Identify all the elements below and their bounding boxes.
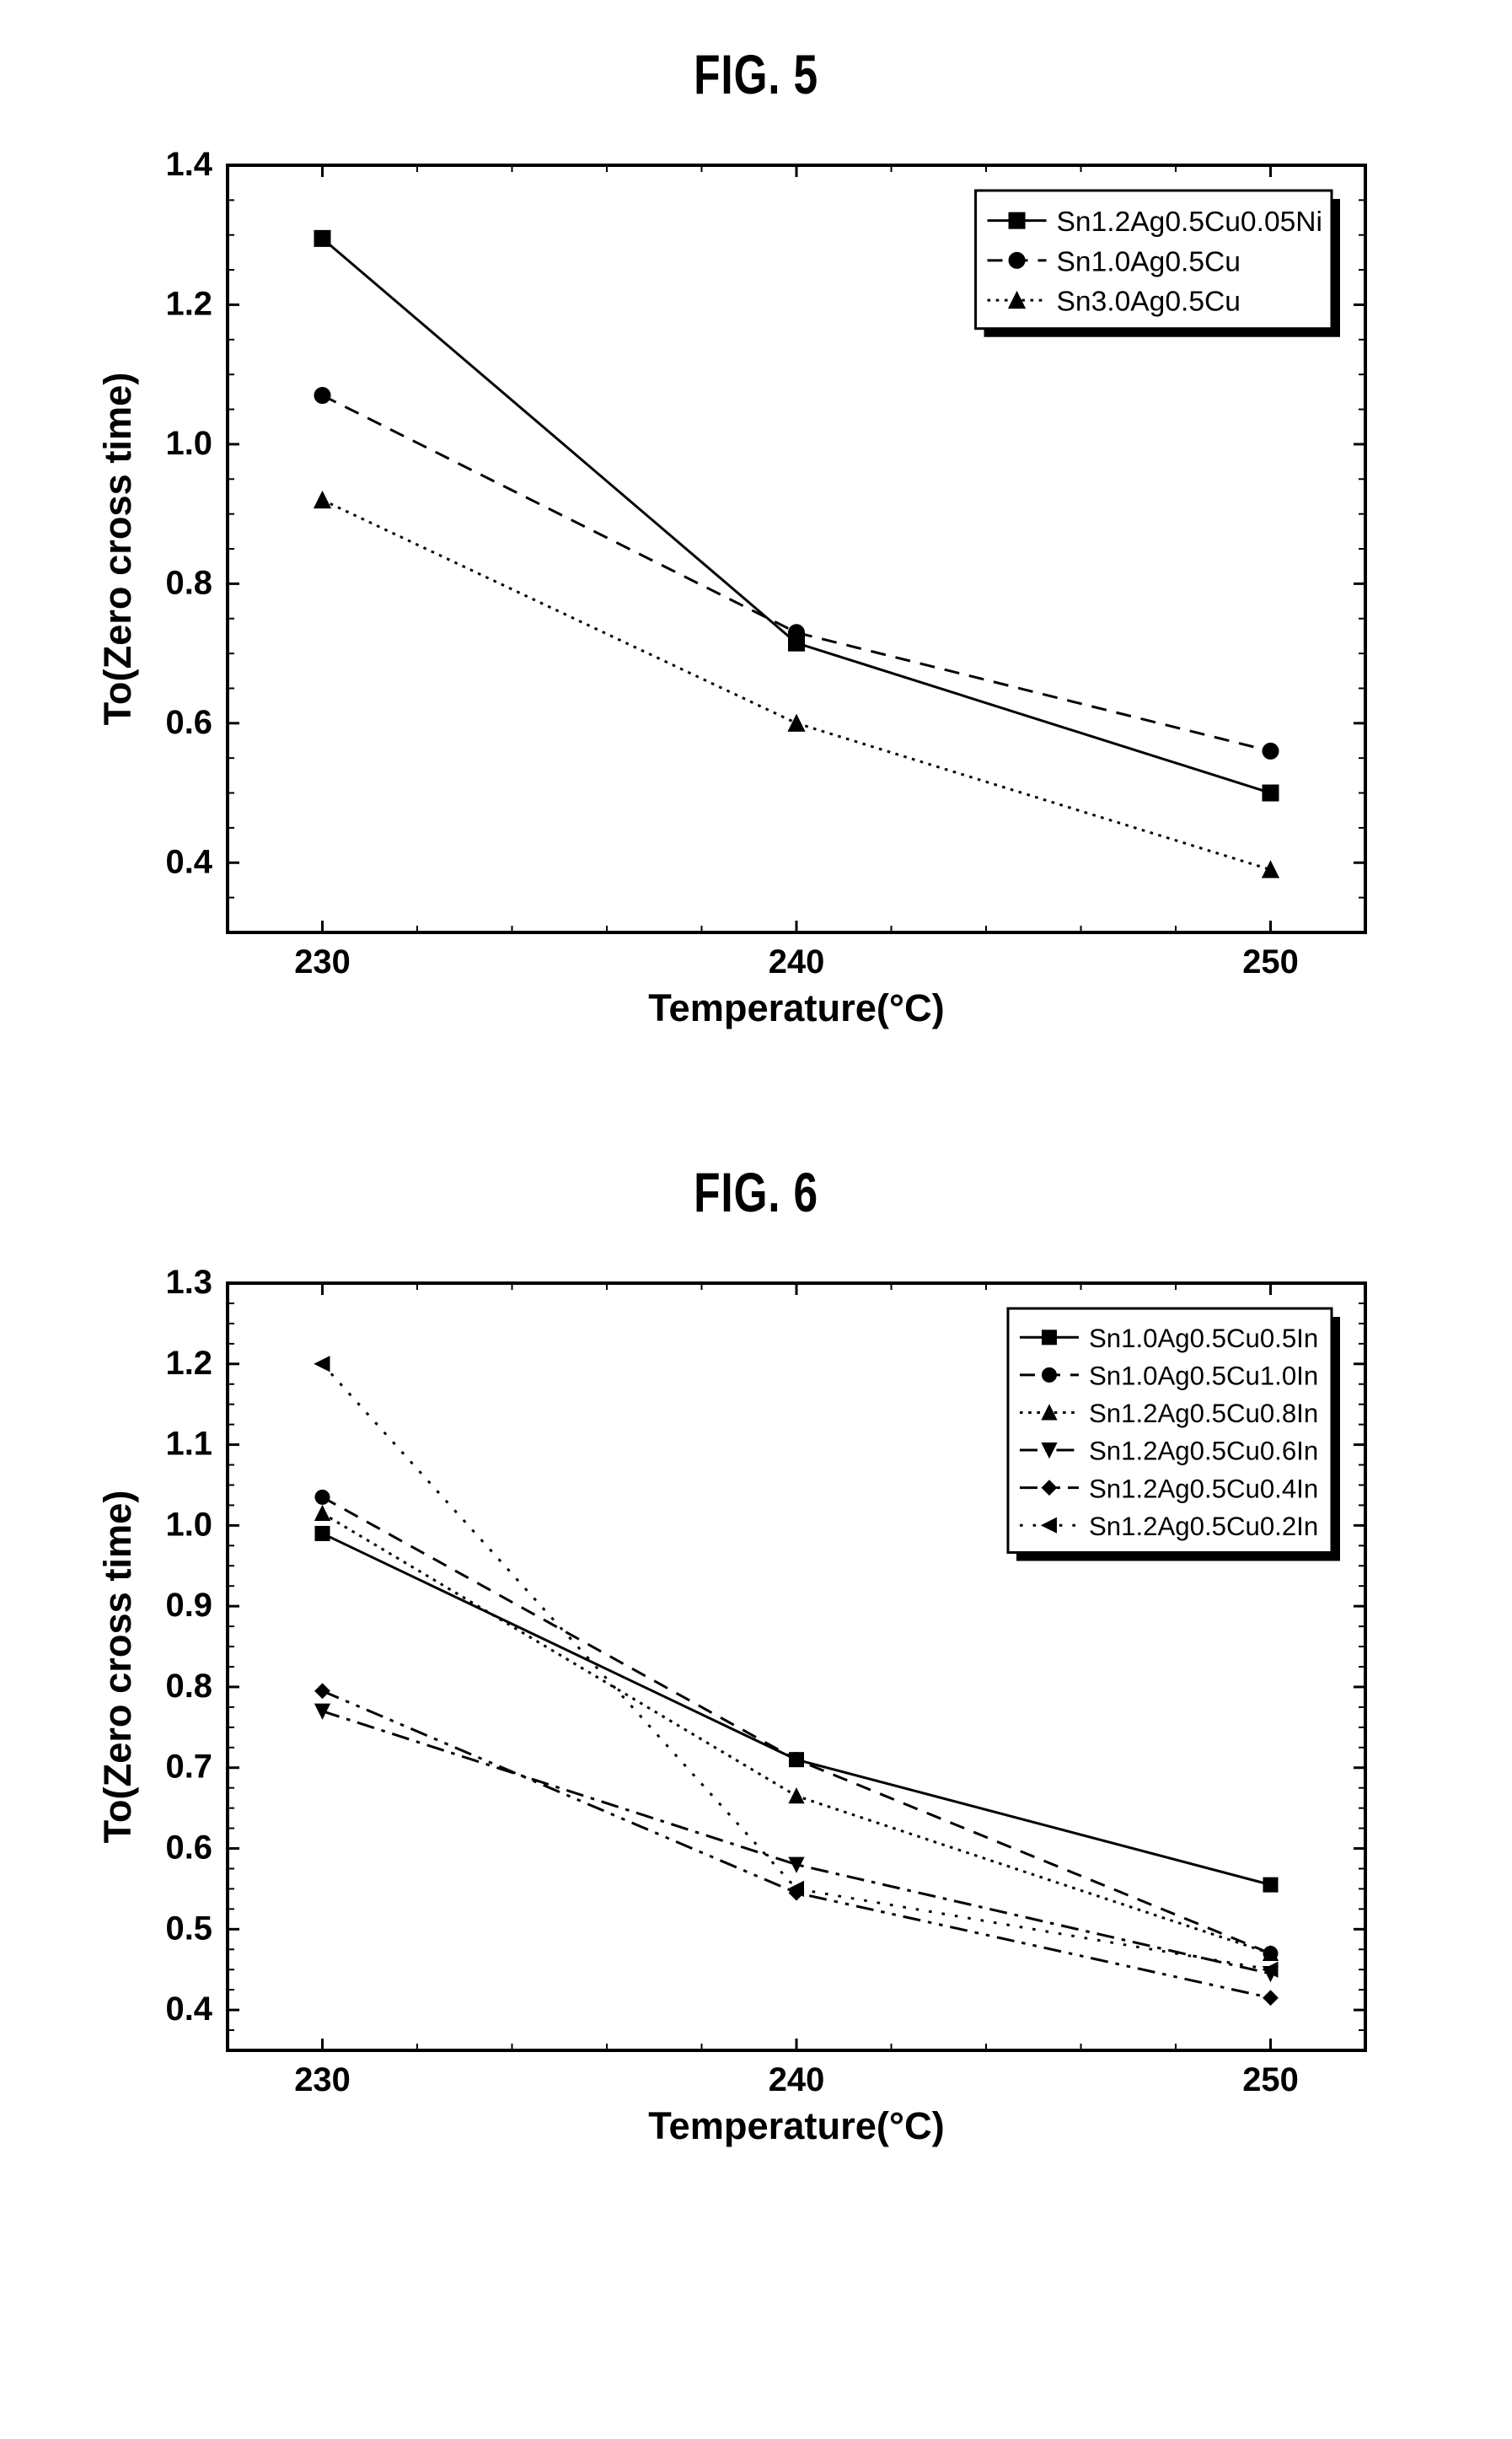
- legend-item-label: Sn1.0Ag0.5Cu: [1057, 246, 1241, 277]
- legend-item-label: Sn1.0Ag0.5Cu1.0In: [1089, 1362, 1318, 1391]
- svg-text:250: 250: [1242, 2061, 1299, 2098]
- svg-text:1.2: 1.2: [166, 1345, 212, 1382]
- svg-text:1.0: 1.0: [166, 1506, 212, 1543]
- series-marker: [790, 1753, 803, 1766]
- svg-text:Temperature(°C): Temperature(°C): [648, 986, 944, 1029]
- svg-text:0.4: 0.4: [166, 1990, 212, 2028]
- series-marker: [1263, 744, 1279, 759]
- series-marker: [789, 625, 804, 640]
- legend-item-label: Sn1.2Ag0.5Cu0.2In: [1089, 1512, 1318, 1541]
- svg-text:230: 230: [294, 943, 351, 980]
- fig5-title: FIG. 5: [232, 42, 1279, 106]
- svg-text:To(Zero cross time): To(Zero cross time): [96, 373, 139, 726]
- fig6-title: FIG. 6: [232, 1160, 1279, 1224]
- series-marker: [315, 388, 330, 403]
- svg-text:1.0: 1.0: [166, 425, 212, 462]
- chart-svg: 0.4 0.5 0.6 0.7 0.8 0.9 1.0 1.1 1.2 1.3 230 240 250 T…: [84, 1258, 1399, 2160]
- legend-item-label: Sn1.2Ag0.5Cu0.05Ni: [1057, 207, 1322, 238]
- svg-text:1.1: 1.1: [166, 1426, 212, 1463]
- chart-svg: 0.4 0.6 0.8 1.0 1.2 1.4 230 240 250 Temperature(°…: [84, 140, 1399, 1042]
- svg-text:To(Zero cross time): To(Zero cross time): [96, 1491, 139, 1844]
- page: FIG. 5 0.4 0.6 0.8 1.0 1.2 1.4 230 240 250 Temper…: [0, 0, 1512, 2439]
- svg-text:1.4: 1.4: [166, 146, 212, 183]
- svg-text:240: 240: [769, 2061, 825, 2098]
- svg-text:0.8: 0.8: [166, 564, 212, 601]
- legend-item-label: Sn1.2Ag0.5Cu0.8In: [1089, 1399, 1318, 1428]
- series-marker: [316, 1527, 330, 1540]
- fig6-chart: 0.4 0.5 0.6 0.7 0.8 0.9 1.0 1.1 1.2 1.3 230 240 250 T…: [84, 1258, 1428, 2160]
- svg-text:230: 230: [294, 2061, 351, 2098]
- svg-text:0.6: 0.6: [166, 704, 212, 741]
- svg-text:1.3: 1.3: [166, 1264, 212, 1301]
- series-marker: [1263, 786, 1279, 801]
- svg-text:0.5: 0.5: [166, 1910, 212, 1947]
- series-marker: [315, 231, 330, 246]
- svg-text:0.8: 0.8: [166, 1668, 212, 1705]
- svg-text:1.2: 1.2: [166, 285, 212, 322]
- legend-item-label: Sn3.0Ag0.5Cu: [1057, 287, 1241, 318]
- series-marker: [1264, 1878, 1278, 1892]
- svg-text:0.4: 0.4: [166, 843, 212, 880]
- legend-item-label: Sn1.2Ag0.5Cu0.6In: [1089, 1437, 1318, 1466]
- svg-text:Temperature(°C): Temperature(°C): [648, 2104, 944, 2147]
- legend-item-label: Sn1.0Ag0.5Cu0.5In: [1089, 1324, 1318, 1353]
- svg-text:0.7: 0.7: [166, 1749, 212, 1786]
- series-marker: [316, 1491, 330, 1504]
- svg-text:0.6: 0.6: [166, 1829, 212, 1867]
- svg-text:250: 250: [1242, 943, 1299, 980]
- legend-item-label: Sn1.2Ag0.5Cu0.4In: [1089, 1474, 1318, 1503]
- svg-text:240: 240: [769, 943, 825, 980]
- svg-text:0.9: 0.9: [166, 1587, 212, 1624]
- fig5-chart: 0.4 0.6 0.8 1.0 1.2 1.4 230 240 250 Temperature(°…: [84, 140, 1428, 1042]
